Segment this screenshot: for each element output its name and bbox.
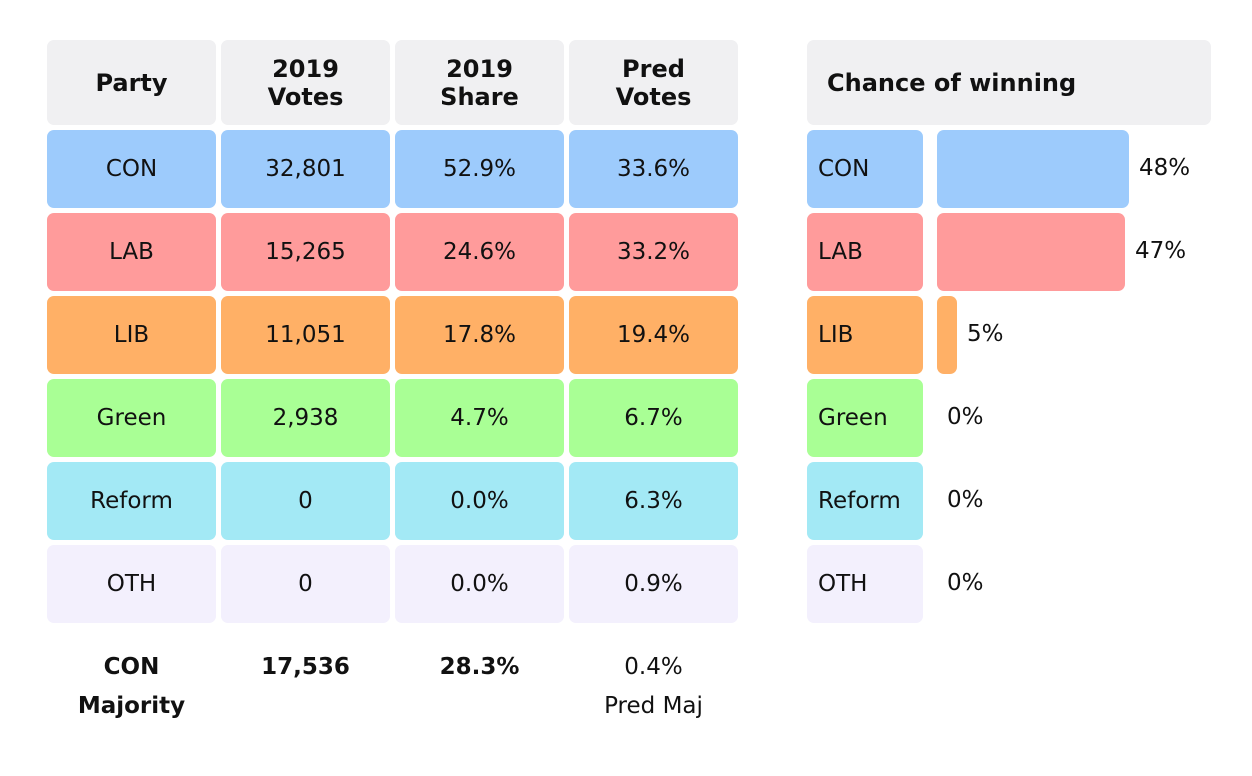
value-cell: 24.6% [395,213,564,291]
value-cell: 0 [221,545,390,623]
chance-label: 0% [947,570,984,596]
value-cell: 6.7% [569,379,738,457]
value-cell: 11,051 [221,296,390,374]
party-cell: Green [47,379,216,457]
column-header: Party [47,40,216,125]
value-cell: 15,265 [221,213,390,291]
chance-label: 48% [1139,155,1191,181]
value-cell: 0.0% [395,545,564,623]
party-cell: LIB [47,296,216,374]
chance-party: LAB [807,213,923,291]
chance-label: 0% [947,487,984,513]
column-header: 2019 Votes [221,40,390,125]
value-cell: 33.2% [569,213,738,291]
value-cell: 0 [221,462,390,540]
value-cell: 33.6% [569,130,738,208]
value-cell: 52.9% [395,130,564,208]
value-cell: 32,801 [221,130,390,208]
value-cell: 0.9% [569,545,738,623]
chance-party: Green [807,379,923,457]
majority-share: 28.3% [439,654,520,680]
chance-party: Reform [807,462,923,540]
chance-title: Chance of winning [807,40,1211,125]
chance-party: LIB [807,296,923,374]
column-header: Pred Votes [569,40,738,125]
chance-bar [937,296,957,374]
header-text: 2019 Votes [267,54,344,111]
chance-party: OTH [807,545,923,623]
value-cell: 17.8% [395,296,564,374]
value-cell: 19.4% [569,296,738,374]
chance-bar [937,130,1129,208]
chance-label: 47% [1135,238,1187,264]
column-header: 2019 Share [395,40,564,125]
header-text: 2019 Share [440,54,519,111]
majority-votes: 17,536 [261,654,350,680]
header-text: Pred Votes [615,54,692,111]
header-text: Party [95,68,168,97]
value-cell: 6.3% [569,462,738,540]
party-cell: CON [47,130,216,208]
party-cell: OTH [47,545,216,623]
chance-label: 5% [967,321,1004,347]
chance-party: CON [807,130,923,208]
value-cell: 2,938 [221,379,390,457]
majority-label: CON Majority [77,654,186,719]
chance-bar [937,213,1125,291]
party-cell: Reform [47,462,216,540]
value-cell: 0.0% [395,462,564,540]
pred-majority-label: Pred Maj [604,693,703,719]
pred-majority: 0.4% [624,654,683,680]
value-cell: 4.7% [395,379,564,457]
party-cell: LAB [47,213,216,291]
chance-label: 0% [947,404,984,430]
